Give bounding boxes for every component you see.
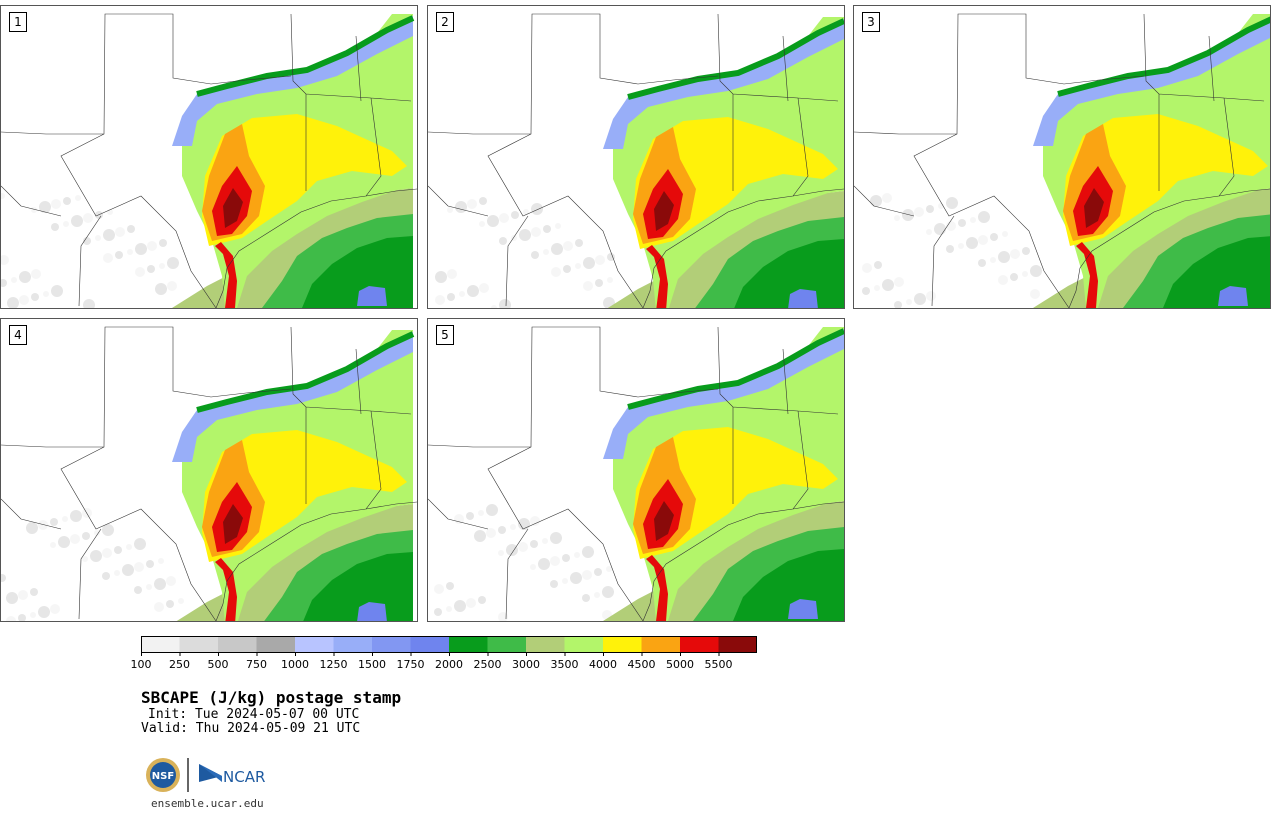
colorbar-swatch bbox=[410, 636, 450, 653]
panel-label: 5 bbox=[436, 325, 454, 345]
cape-field-map bbox=[1, 13, 417, 308]
cape-region-darkred bbox=[223, 504, 243, 544]
colorbar-tick-label: 1500 bbox=[358, 658, 386, 671]
nsf-logo: NSF bbox=[146, 758, 180, 792]
colorbar-tick-label: 250 bbox=[169, 658, 190, 671]
colorbar-swatch bbox=[179, 636, 219, 653]
colorbar-tick-label: 1750 bbox=[396, 658, 425, 671]
colorbar-tick-label: 3000 bbox=[512, 658, 540, 671]
cape-region-darkred bbox=[223, 188, 243, 228]
panel-1: 1 bbox=[0, 5, 418, 309]
colorbar-tick-label: 100 bbox=[130, 658, 152, 671]
ncar-logo: NCAR bbox=[199, 764, 265, 786]
colorbar-swatch bbox=[526, 636, 565, 653]
colorbar-swatch bbox=[449, 636, 488, 653]
colorbar-swatch bbox=[487, 636, 527, 653]
cape-region-darkred bbox=[654, 501, 674, 541]
colorbar-swatch bbox=[641, 636, 681, 653]
political-boundaries bbox=[854, 13, 1270, 308]
cape-region-gulfDeep bbox=[303, 552, 413, 621]
cape-field-map bbox=[1, 326, 417, 621]
logos: NSF NCAR bbox=[144, 756, 274, 800]
colorbar-swatch bbox=[564, 636, 604, 653]
panel-label: 4 bbox=[9, 325, 27, 345]
colorbar-swatch bbox=[680, 636, 719, 653]
colorbar-swatch bbox=[603, 636, 642, 653]
panel-label: 2 bbox=[436, 12, 454, 32]
colorbar-swatch bbox=[372, 636, 411, 653]
cape-region-gulfDeep bbox=[302, 236, 413, 308]
svg-text:NCAR: NCAR bbox=[223, 768, 265, 786]
init-time: Init: Tue 2024-05-07 00 UTC bbox=[148, 707, 360, 722]
colorbar bbox=[141, 636, 757, 656]
cape-region-gulfDeep bbox=[733, 549, 844, 621]
colorbar-tick-label: 4500 bbox=[627, 658, 656, 671]
colorbar-tick-label: 5000 bbox=[666, 658, 694, 671]
cape-region-gulfDeep bbox=[734, 239, 844, 308]
colorbar-swatch bbox=[218, 636, 257, 653]
colorbar-swatch bbox=[718, 636, 757, 653]
colorbar-tick-label: 750 bbox=[246, 658, 267, 671]
cape-field-map bbox=[428, 13, 844, 308]
colorbar-tick-label: 2500 bbox=[473, 658, 502, 671]
valid-time: Valid: Thu 2024-05-09 21 UTC bbox=[141, 721, 361, 736]
colorbar-tick-label: 3500 bbox=[550, 658, 579, 671]
political-boundaries bbox=[1, 326, 417, 621]
colorbar-tick-label: 1000 bbox=[281, 658, 309, 671]
cape-field-map bbox=[428, 326, 844, 621]
political-boundaries bbox=[1, 13, 417, 308]
cape-region-coastStrip bbox=[646, 245, 668, 308]
panel-label: 3 bbox=[862, 12, 880, 32]
cape-region-coastStrip bbox=[215, 558, 237, 621]
cape-region-coastStrip bbox=[215, 242, 237, 308]
panel-3: 3 bbox=[853, 5, 1271, 309]
colorbar-tick-label: 1250 bbox=[319, 658, 348, 671]
website-link[interactable]: ensemble.ucar.edu bbox=[151, 797, 264, 810]
cape-region-coastStrip bbox=[1076, 242, 1098, 308]
figure-title: SBCAPE (J/kg) postage stamp bbox=[141, 688, 402, 707]
panel-4: 4 bbox=[0, 318, 418, 622]
panel-2: 2 bbox=[427, 5, 845, 309]
colorbar-swatch bbox=[141, 636, 180, 653]
colorbar-tick-label: 2000 bbox=[435, 658, 463, 671]
political-boundaries bbox=[428, 326, 844, 621]
cape-region-coastStrip bbox=[646, 555, 668, 621]
panel-5: 5 bbox=[427, 318, 845, 622]
cape-region-darkred bbox=[654, 191, 674, 231]
colorbar-tick-label: 4000 bbox=[589, 658, 617, 671]
colorbar-swatch bbox=[256, 636, 296, 653]
political-boundaries bbox=[428, 13, 844, 308]
colorbar-swatch bbox=[295, 636, 334, 653]
cape-field-map bbox=[854, 13, 1270, 308]
colorbar-tick-label: 500 bbox=[207, 658, 229, 671]
colorbar-swatch bbox=[333, 636, 373, 653]
colorbar-tick-label: 5500 bbox=[704, 658, 733, 671]
svg-text:NSF: NSF bbox=[152, 771, 174, 782]
panel-label: 1 bbox=[9, 12, 27, 32]
cape-region-darkred bbox=[1084, 188, 1104, 228]
